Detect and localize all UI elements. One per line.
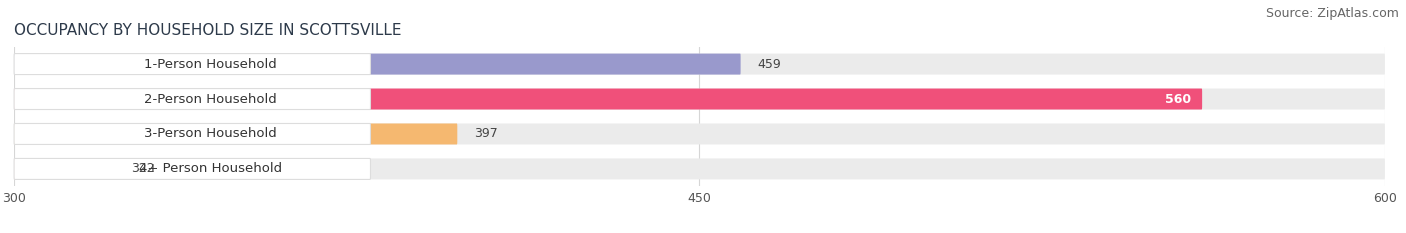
FancyBboxPatch shape xyxy=(14,54,371,75)
Text: OCCUPANCY BY HOUSEHOLD SIZE IN SCOTTSVILLE: OCCUPANCY BY HOUSEHOLD SIZE IN SCOTTSVIL… xyxy=(14,24,402,38)
FancyBboxPatch shape xyxy=(14,54,1385,75)
Text: 2-Person Household: 2-Person Household xyxy=(143,93,277,106)
Text: 1-Person Household: 1-Person Household xyxy=(143,58,277,71)
Text: Source: ZipAtlas.com: Source: ZipAtlas.com xyxy=(1265,7,1399,20)
FancyBboxPatch shape xyxy=(14,89,371,110)
Text: 4+ Person Household: 4+ Person Household xyxy=(139,162,281,175)
FancyBboxPatch shape xyxy=(14,158,114,179)
FancyBboxPatch shape xyxy=(14,158,371,179)
Text: 459: 459 xyxy=(756,58,780,71)
FancyBboxPatch shape xyxy=(14,123,371,144)
Text: 3-Person Household: 3-Person Household xyxy=(143,127,277,140)
FancyBboxPatch shape xyxy=(14,54,741,75)
FancyBboxPatch shape xyxy=(14,123,457,144)
Text: 322: 322 xyxy=(131,162,155,175)
FancyBboxPatch shape xyxy=(14,123,1385,144)
FancyBboxPatch shape xyxy=(14,89,1385,110)
FancyBboxPatch shape xyxy=(14,158,1385,179)
Text: 560: 560 xyxy=(1166,93,1191,106)
FancyBboxPatch shape xyxy=(14,89,1202,110)
Text: 397: 397 xyxy=(474,127,498,140)
